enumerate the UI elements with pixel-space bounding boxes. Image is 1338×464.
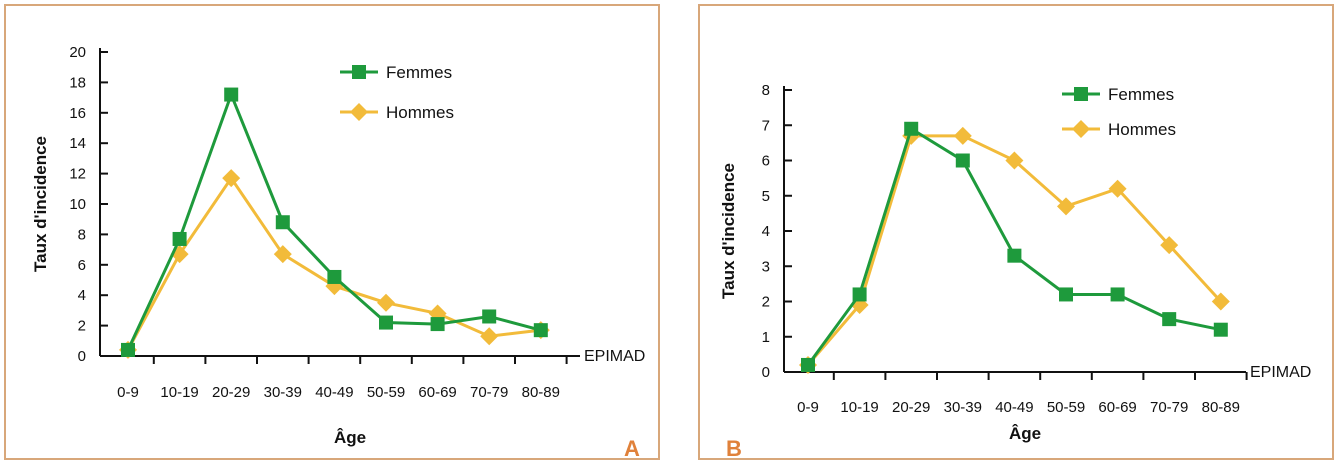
chart-a-point-femmes bbox=[121, 342, 135, 357]
chart-a-point-hommes bbox=[273, 245, 292, 264]
chart-a-y-tick-label: 20 bbox=[69, 44, 86, 61]
chart-a-point-femmes bbox=[172, 231, 187, 246]
chart-a-panel-letter: A bbox=[624, 436, 640, 461]
chart-b-legend-label-hommes: Hommes bbox=[1108, 120, 1176, 139]
chart-b-panel-letter: B bbox=[726, 436, 742, 461]
chart-b-x-tick-label: 0-9 bbox=[797, 399, 819, 416]
chart-a-y-axis-title: Taux d'incidence bbox=[31, 136, 50, 272]
chart-b-y-tick-label: 3 bbox=[762, 258, 770, 275]
chart-b-x-tick-label: 40-49 bbox=[995, 399, 1033, 416]
chart-b-legend-label-femmes: Femmes bbox=[1108, 85, 1174, 104]
chart-b-y-tick-label: 2 bbox=[762, 294, 770, 311]
chart-b-y-tick-label: 1 bbox=[762, 329, 770, 346]
chart-a-svg: 0 2 4 6 8 10 12 14 16 18 20 0-9 10-19 20-29 30-39 40-49… bbox=[31, 44, 645, 461]
chart-a-point-femmes bbox=[430, 317, 445, 332]
chart-b-y-tick-label: 0 bbox=[762, 364, 770, 381]
chart-b-svg: 0 1 2 3 4 5 6 7 8 0-9 10-19 20-29 30-39 40-49 50-59 60-… bbox=[719, 82, 1311, 461]
chart-b-y-tick-label: 8 bbox=[762, 82, 770, 99]
chart-a-x-tick-label: 50-59 bbox=[367, 384, 405, 401]
chart-b-point-femmes bbox=[1213, 322, 1228, 337]
chart-b-y-tick-label: 4 bbox=[762, 223, 770, 240]
chart-b-point-femmes bbox=[1110, 287, 1125, 302]
chart-a-line-hommes bbox=[126, 175, 541, 351]
chart-a-point-femmes bbox=[533, 323, 548, 338]
chart-b-y-axis-title: Taux d'incidence bbox=[719, 163, 738, 299]
chart-b-legend-marker-femmes bbox=[1074, 87, 1088, 101]
chart-b-x-tick-label: 70-79 bbox=[1150, 399, 1188, 416]
chart-b-point-femmes bbox=[955, 153, 970, 168]
chart-a-legend-label-hommes: Hommes bbox=[386, 103, 454, 122]
chart-b-point-femmes bbox=[904, 121, 919, 136]
chart-a-point-hommes bbox=[222, 169, 241, 188]
chart-b-point-hommes bbox=[953, 126, 972, 145]
chart-b-legend-marker-hommes bbox=[1072, 120, 1090, 138]
chart-b-point-hommes bbox=[1057, 197, 1075, 216]
chart-b-y-tick-label: 6 bbox=[762, 153, 770, 170]
chart-a-x-tick-label: 70-79 bbox=[470, 384, 508, 401]
chart-b-x-tick-label: 50-59 bbox=[1047, 399, 1085, 416]
chart-b-point-femmes bbox=[852, 287, 867, 302]
chart-b-point-hommes bbox=[1005, 151, 1024, 170]
chart-a-y-tick-label: 14 bbox=[69, 135, 86, 152]
chart-b-point-femmes bbox=[801, 357, 815, 372]
chart-a-legend-label-femmes: Femmes bbox=[386, 63, 452, 82]
chart-a-point-femmes bbox=[327, 269, 342, 284]
chart-a-point-femmes bbox=[224, 87, 239, 102]
chart-b-point-femmes bbox=[1059, 287, 1073, 302]
chart-a-x-tick-label: 30-39 bbox=[264, 384, 302, 401]
chart-a-y-tick-label: 4 bbox=[78, 287, 86, 304]
chart-b-x-tick-label: 10-19 bbox=[840, 399, 878, 416]
chart-a-x-tick-label: 20-29 bbox=[212, 384, 250, 401]
chart-a-point-femmes bbox=[379, 315, 393, 330]
chart-b-x-axis-title: Âge bbox=[1009, 424, 1041, 443]
chart-a-point-femmes bbox=[482, 309, 497, 324]
chart-a-x-tick-label: 40-49 bbox=[315, 384, 353, 401]
chart-a-source-label: EPIMAD bbox=[584, 348, 645, 365]
chart-a-y-tick-label: 12 bbox=[69, 166, 86, 183]
chart-a-point-hommes bbox=[377, 293, 395, 312]
chart-b-y-tick-label: 5 bbox=[762, 188, 770, 205]
chart-a-legend-marker-hommes bbox=[350, 103, 368, 121]
chart-a-y-tick-label: 16 bbox=[69, 105, 86, 122]
chart-a-line-femmes bbox=[126, 90, 542, 351]
chart-a-x-tick-label: 80-89 bbox=[522, 384, 560, 401]
chart-a-x-tick-label: 0-9 bbox=[117, 384, 139, 401]
chart-b-point-hommes bbox=[1211, 292, 1230, 311]
chart-a-point-hommes bbox=[480, 327, 499, 346]
chart-b-x-tick-label: 60-69 bbox=[1098, 399, 1136, 416]
chart-b-source-label: EPIMAD bbox=[1250, 364, 1311, 381]
chart-a-legend-marker-femmes bbox=[352, 65, 366, 79]
chart-a-y-tick-label: 0 bbox=[78, 348, 86, 365]
chart-a-y-tick-label: 8 bbox=[78, 226, 86, 243]
chart-a-y-tick-label: 18 bbox=[69, 74, 86, 91]
chart-a-x-tick-label: 60-69 bbox=[418, 384, 456, 401]
chart-b-x-tick-label: 80-89 bbox=[1202, 399, 1240, 416]
chart-b-point-femmes bbox=[1007, 248, 1022, 263]
chart-a-y-tick-label: 10 bbox=[69, 196, 86, 213]
chart-panel-a: 0 2 4 6 8 10 12 14 16 18 20 0-9 10-19 20-29 30-39 40-49… bbox=[4, 4, 660, 461]
chart-b-x-tick-label: 20-29 bbox=[892, 399, 930, 416]
chart-b-x-tick-label: 30-39 bbox=[944, 399, 982, 416]
chart-b-point-hommes bbox=[1160, 236, 1179, 255]
chart-a-point-femmes bbox=[275, 215, 290, 230]
chart-b-point-femmes bbox=[1162, 312, 1177, 327]
chart-panel-b: 0 1 2 3 4 5 6 7 8 0-9 10-19 20-29 30-39 40-49 50-59 60-… bbox=[698, 4, 1334, 461]
chart-b-point-hommes bbox=[1108, 179, 1127, 198]
chart-a-x-axis-title: Âge bbox=[334, 428, 366, 447]
chart-a-y-tick-label: 2 bbox=[78, 318, 86, 335]
chart-a-y-tick-label: 6 bbox=[78, 257, 86, 274]
chart-b-y-tick-label: 7 bbox=[762, 117, 770, 134]
chart-a-x-tick-label: 10-19 bbox=[160, 384, 198, 401]
